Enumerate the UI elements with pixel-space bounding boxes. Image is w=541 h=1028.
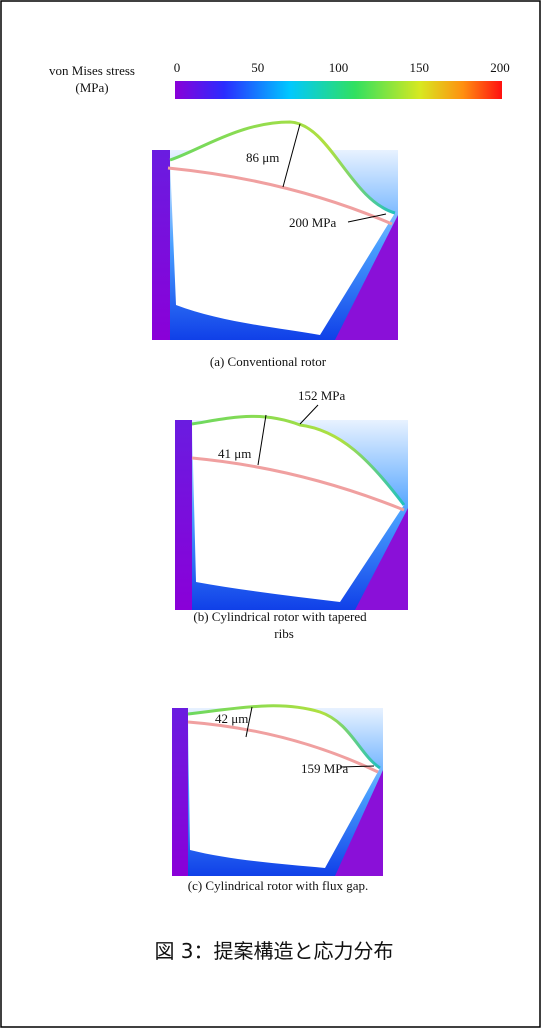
figure: von Mises stress (MPa) 0 50 100 150 200 86 μ… — [0, 0, 541, 1028]
annotation: 41 μm — [218, 446, 251, 461]
colorbar-tick-label: 0 — [174, 60, 181, 75]
annotation: 159 MPa — [301, 761, 349, 776]
colorbar-tick-label: 150 — [410, 60, 430, 75]
panel-b: 152 MPa 41 μm (b) Cylindrical rotor with… — [175, 388, 408, 641]
panel-c: 42 μm 159 MPa (c) Cylindrical rotor with… — [172, 706, 383, 893]
colorbar-tick-label: 100 — [329, 60, 349, 75]
colorbar-label: (MPa) — [75, 80, 108, 95]
annotation: 86 μm — [246, 150, 279, 165]
colorbar — [175, 81, 502, 99]
colorbar-tick-label: 200 — [490, 60, 510, 75]
panel-a: 86 μm 200 MPa (a) Conventional rotor — [152, 122, 398, 369]
colorbar-ticks: 0 50 100 150 200 — [174, 60, 510, 75]
page: von Mises stress (MPa) 0 50 100 150 200 86 μ… — [0, 0, 541, 1028]
colorbar-tick-label: 50 — [251, 60, 264, 75]
annotation: 42 μm — [215, 711, 248, 726]
caption: ribs — [274, 626, 294, 641]
caption: (c) Cylindrical rotor with flux gap. — [188, 878, 369, 893]
colorbar-label: von Mises stress — [49, 63, 135, 78]
annotation: 200 MPa — [289, 215, 337, 230]
figure-caption: 図 3：提案構造と応力分布 — [154, 939, 393, 963]
caption: (a) Conventional rotor — [210, 354, 327, 369]
annotation: 152 MPa — [298, 388, 346, 403]
caption: (b) Cylindrical rotor with tapered — [193, 609, 367, 624]
